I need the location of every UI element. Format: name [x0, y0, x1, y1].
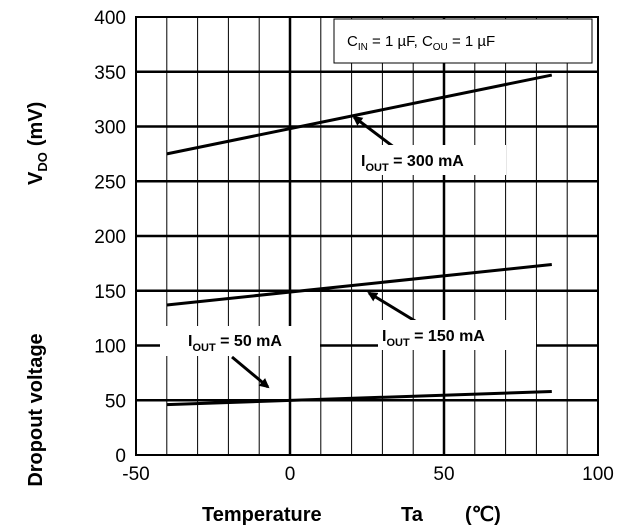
x-axis-title: Temperature: [202, 504, 322, 526]
condition-text: CIN = 1 µF, COU = 1 µF: [347, 33, 495, 53]
series-line-0: [166, 73, 553, 156]
series-line-1: [166, 262, 552, 307]
x-tick-label: 100: [582, 464, 614, 485]
x-tick-label: -50: [122, 464, 149, 485]
y-tick-label: 150: [94, 282, 126, 303]
x-tick-label: 0: [285, 464, 296, 485]
annotation-arrows: [231, 115, 421, 389]
y-tick-label: 200: [94, 227, 126, 248]
x-axis-symbol: Ta: [401, 504, 424, 526]
condition-box: [333, 18, 593, 64]
annotation-arrow-1: [367, 291, 421, 326]
y-tick-label: 350: [94, 63, 126, 84]
label-300ma: IOUT = 300 mA: [361, 153, 464, 174]
annotation-arrow-0: [352, 115, 396, 150]
series-lines: [166, 73, 553, 407]
y-axis-title-group: Dropout voltage VDO(mV): [25, 102, 50, 487]
x-axis-unit: (℃): [465, 504, 501, 526]
y-axis-title: Dropout voltage: [25, 333, 47, 486]
y-tick-label: 100: [94, 337, 126, 358]
series-line-2: [166, 389, 552, 407]
y-axis-symbol: VDO(mV): [25, 102, 50, 185]
x-tick-label: 50: [433, 464, 454, 485]
y-tick-label: 250: [94, 172, 126, 193]
plot-frame: [135, 16, 599, 456]
y-tick-label: 400: [94, 8, 126, 29]
y-tick-label: 0: [115, 446, 126, 467]
annotation-arrow-2: [231, 355, 270, 389]
y-tick-label: 300: [94, 118, 126, 139]
label-300ma-bg: [356, 145, 506, 175]
label-150ma-bg: [378, 320, 536, 350]
label-50ma-bg: [160, 326, 320, 356]
label-50ma: IOUT = 50 mA: [188, 333, 282, 354]
label-150ma: IOUT = 150 mA: [382, 328, 485, 349]
y-tick-label: 50: [105, 391, 126, 412]
grid-lines: [136, 17, 598, 455]
